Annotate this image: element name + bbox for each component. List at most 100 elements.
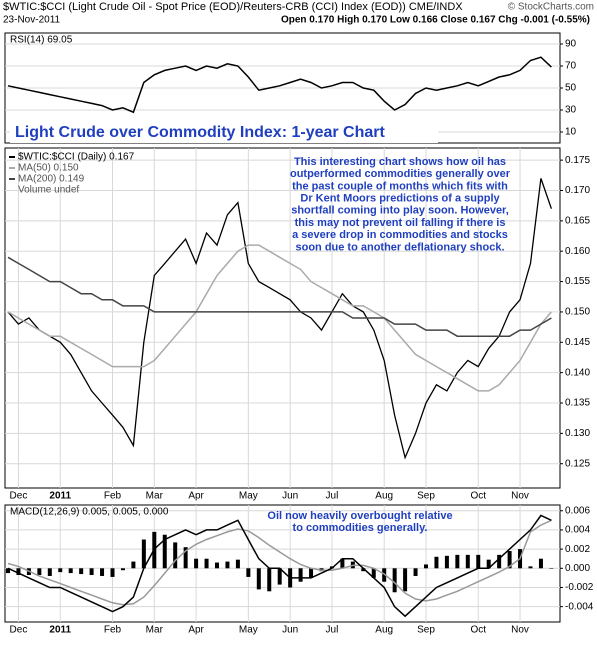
y-tick-label: 0.165 <box>565 215 590 226</box>
y-tick-label: 0.130 <box>565 428 590 439</box>
histogram-bar <box>486 559 491 569</box>
histogram-bar <box>162 534 167 569</box>
x-tick-label: Sep <box>417 625 435 636</box>
annotation-line: outperformed commodities generally over <box>290 168 511 180</box>
y-tick-label: 30 <box>565 105 577 116</box>
histogram-bar <box>434 556 439 569</box>
quote: Open 0.170 High 0.170 Low 0.166 Close 0.… <box>281 15 590 26</box>
annotation-line: Oil now heavily overbought relative <box>267 510 452 522</box>
y-tick-label: -0.002 <box>565 582 594 593</box>
y-tick-label: 0.155 <box>565 276 590 287</box>
histogram-bar <box>476 554 481 569</box>
histogram-bar <box>16 568 21 576</box>
histogram-bar <box>267 568 272 592</box>
annotation-line: this may not prevent oil falling if ther… <box>295 217 506 229</box>
annotation-line: soon due to another deflationary shock. <box>295 241 504 253</box>
y-tick-label: 90 <box>565 39 577 50</box>
histogram-bar <box>465 554 470 569</box>
x-tick-label: 2011 <box>49 625 71 636</box>
x-tick-label: Mar <box>146 625 164 636</box>
y-tick-label: 0.004 <box>565 525 590 536</box>
histogram-bar <box>141 539 146 569</box>
panel-frame <box>4 147 561 489</box>
histogram-bar <box>68 568 73 574</box>
legend-label: MA(200) 0.149 <box>18 174 85 185</box>
y-tick-label: 0.150 <box>565 307 590 318</box>
series-line <box>7 256 552 337</box>
histogram-bar <box>455 554 460 569</box>
legend-label: $WTIC:$CCI (Daily) 0.167 <box>18 152 135 163</box>
y-tick-label: 10 <box>565 127 577 138</box>
x-tick-label: Sep <box>417 491 435 502</box>
x-tick-label: Dec <box>10 625 28 636</box>
date: 23-Nov-2011 <box>3 15 61 26</box>
histogram-bar <box>120 568 125 571</box>
x-tick-label: Aug <box>375 491 393 502</box>
histogram-bar <box>131 561 136 569</box>
histogram-bar <box>183 547 188 569</box>
histogram-bar <box>58 568 63 573</box>
histogram-bar <box>361 568 366 572</box>
symbol-line: $WTIC:$CCI (Light Crude Oil - Spot Price… <box>3 1 463 13</box>
x-tick-label: Mar <box>146 491 164 502</box>
y-tick-label: 0.135 <box>565 398 590 409</box>
x-tick-label: Feb <box>104 491 122 502</box>
x-tick-label: Apr <box>188 491 204 502</box>
histogram-bar <box>6 568 10 574</box>
series-line <box>7 178 553 460</box>
x-tick-label: 2011 <box>49 491 71 502</box>
y-tick-label: 0.160 <box>565 246 590 257</box>
x-tick-label: Jul <box>326 491 339 502</box>
series-line <box>7 244 552 392</box>
x-tick-label: Feb <box>104 625 122 636</box>
legend-label: MA(50) 0.150 <box>18 163 79 174</box>
annotation-line: shortfall coming into play soon. However… <box>291 205 509 217</box>
histogram-bar <box>37 568 42 576</box>
histogram-bar <box>256 568 261 590</box>
panel-title: MACD(12,26,9) 0.005, 0.005, 0.000 <box>10 507 169 518</box>
histogram-bar <box>110 568 115 577</box>
y-tick-label: 0.125 <box>565 458 590 469</box>
histogram-bar <box>309 568 314 578</box>
title-backdrop <box>10 123 438 143</box>
series-line <box>7 56 552 114</box>
histogram-bar <box>215 562 219 569</box>
panel-title: RSI(14) 69.05 <box>10 35 73 46</box>
x-tick-label: Oct <box>470 625 486 636</box>
x-tick-label: Jun <box>282 625 298 636</box>
annotation-line: to commodities generally. <box>293 522 428 534</box>
histogram-bar <box>246 568 251 577</box>
histogram-bar <box>413 568 418 576</box>
series-line <box>7 514 552 618</box>
histogram-bar <box>549 568 554 569</box>
annotation-line: the past couple of months which fits wit… <box>292 180 508 192</box>
x-tick-label: Oct <box>470 491 486 502</box>
y-tick-label: 0.140 <box>565 367 590 378</box>
x-tick-label: May <box>239 625 258 636</box>
x-tick-label: Nov <box>511 625 529 636</box>
series-line <box>7 519 552 606</box>
histogram-bar <box>194 558 199 569</box>
x-tick-label: Jul <box>326 625 339 636</box>
histogram-bar <box>204 558 209 569</box>
histogram-bar <box>277 568 282 585</box>
x-tick-label: Dec <box>10 491 28 502</box>
y-tick-label: 50 <box>565 83 577 94</box>
y-tick-label: -0.004 <box>565 601 594 612</box>
copyright: © StockCharts.com <box>508 2 594 13</box>
histogram-bar <box>444 555 449 569</box>
annotation-line: a severe drop in commodities and stocks <box>292 229 508 241</box>
x-tick-label: Nov <box>511 491 529 502</box>
y-tick-label: 0.145 <box>565 337 590 348</box>
chart-title: Light Crude over Commodity Index: 1-year… <box>15 124 386 141</box>
y-tick-label: 0.000 <box>565 563 590 574</box>
histogram-bar <box>340 558 345 569</box>
histogram-bar <box>89 568 94 576</box>
histogram-bar <box>100 568 105 576</box>
histogram-bar <box>371 568 376 578</box>
histogram-bar <box>225 561 230 569</box>
histogram-bar <box>79 568 84 575</box>
histogram-bar <box>538 558 543 569</box>
x-tick-label: Jun <box>282 491 298 502</box>
